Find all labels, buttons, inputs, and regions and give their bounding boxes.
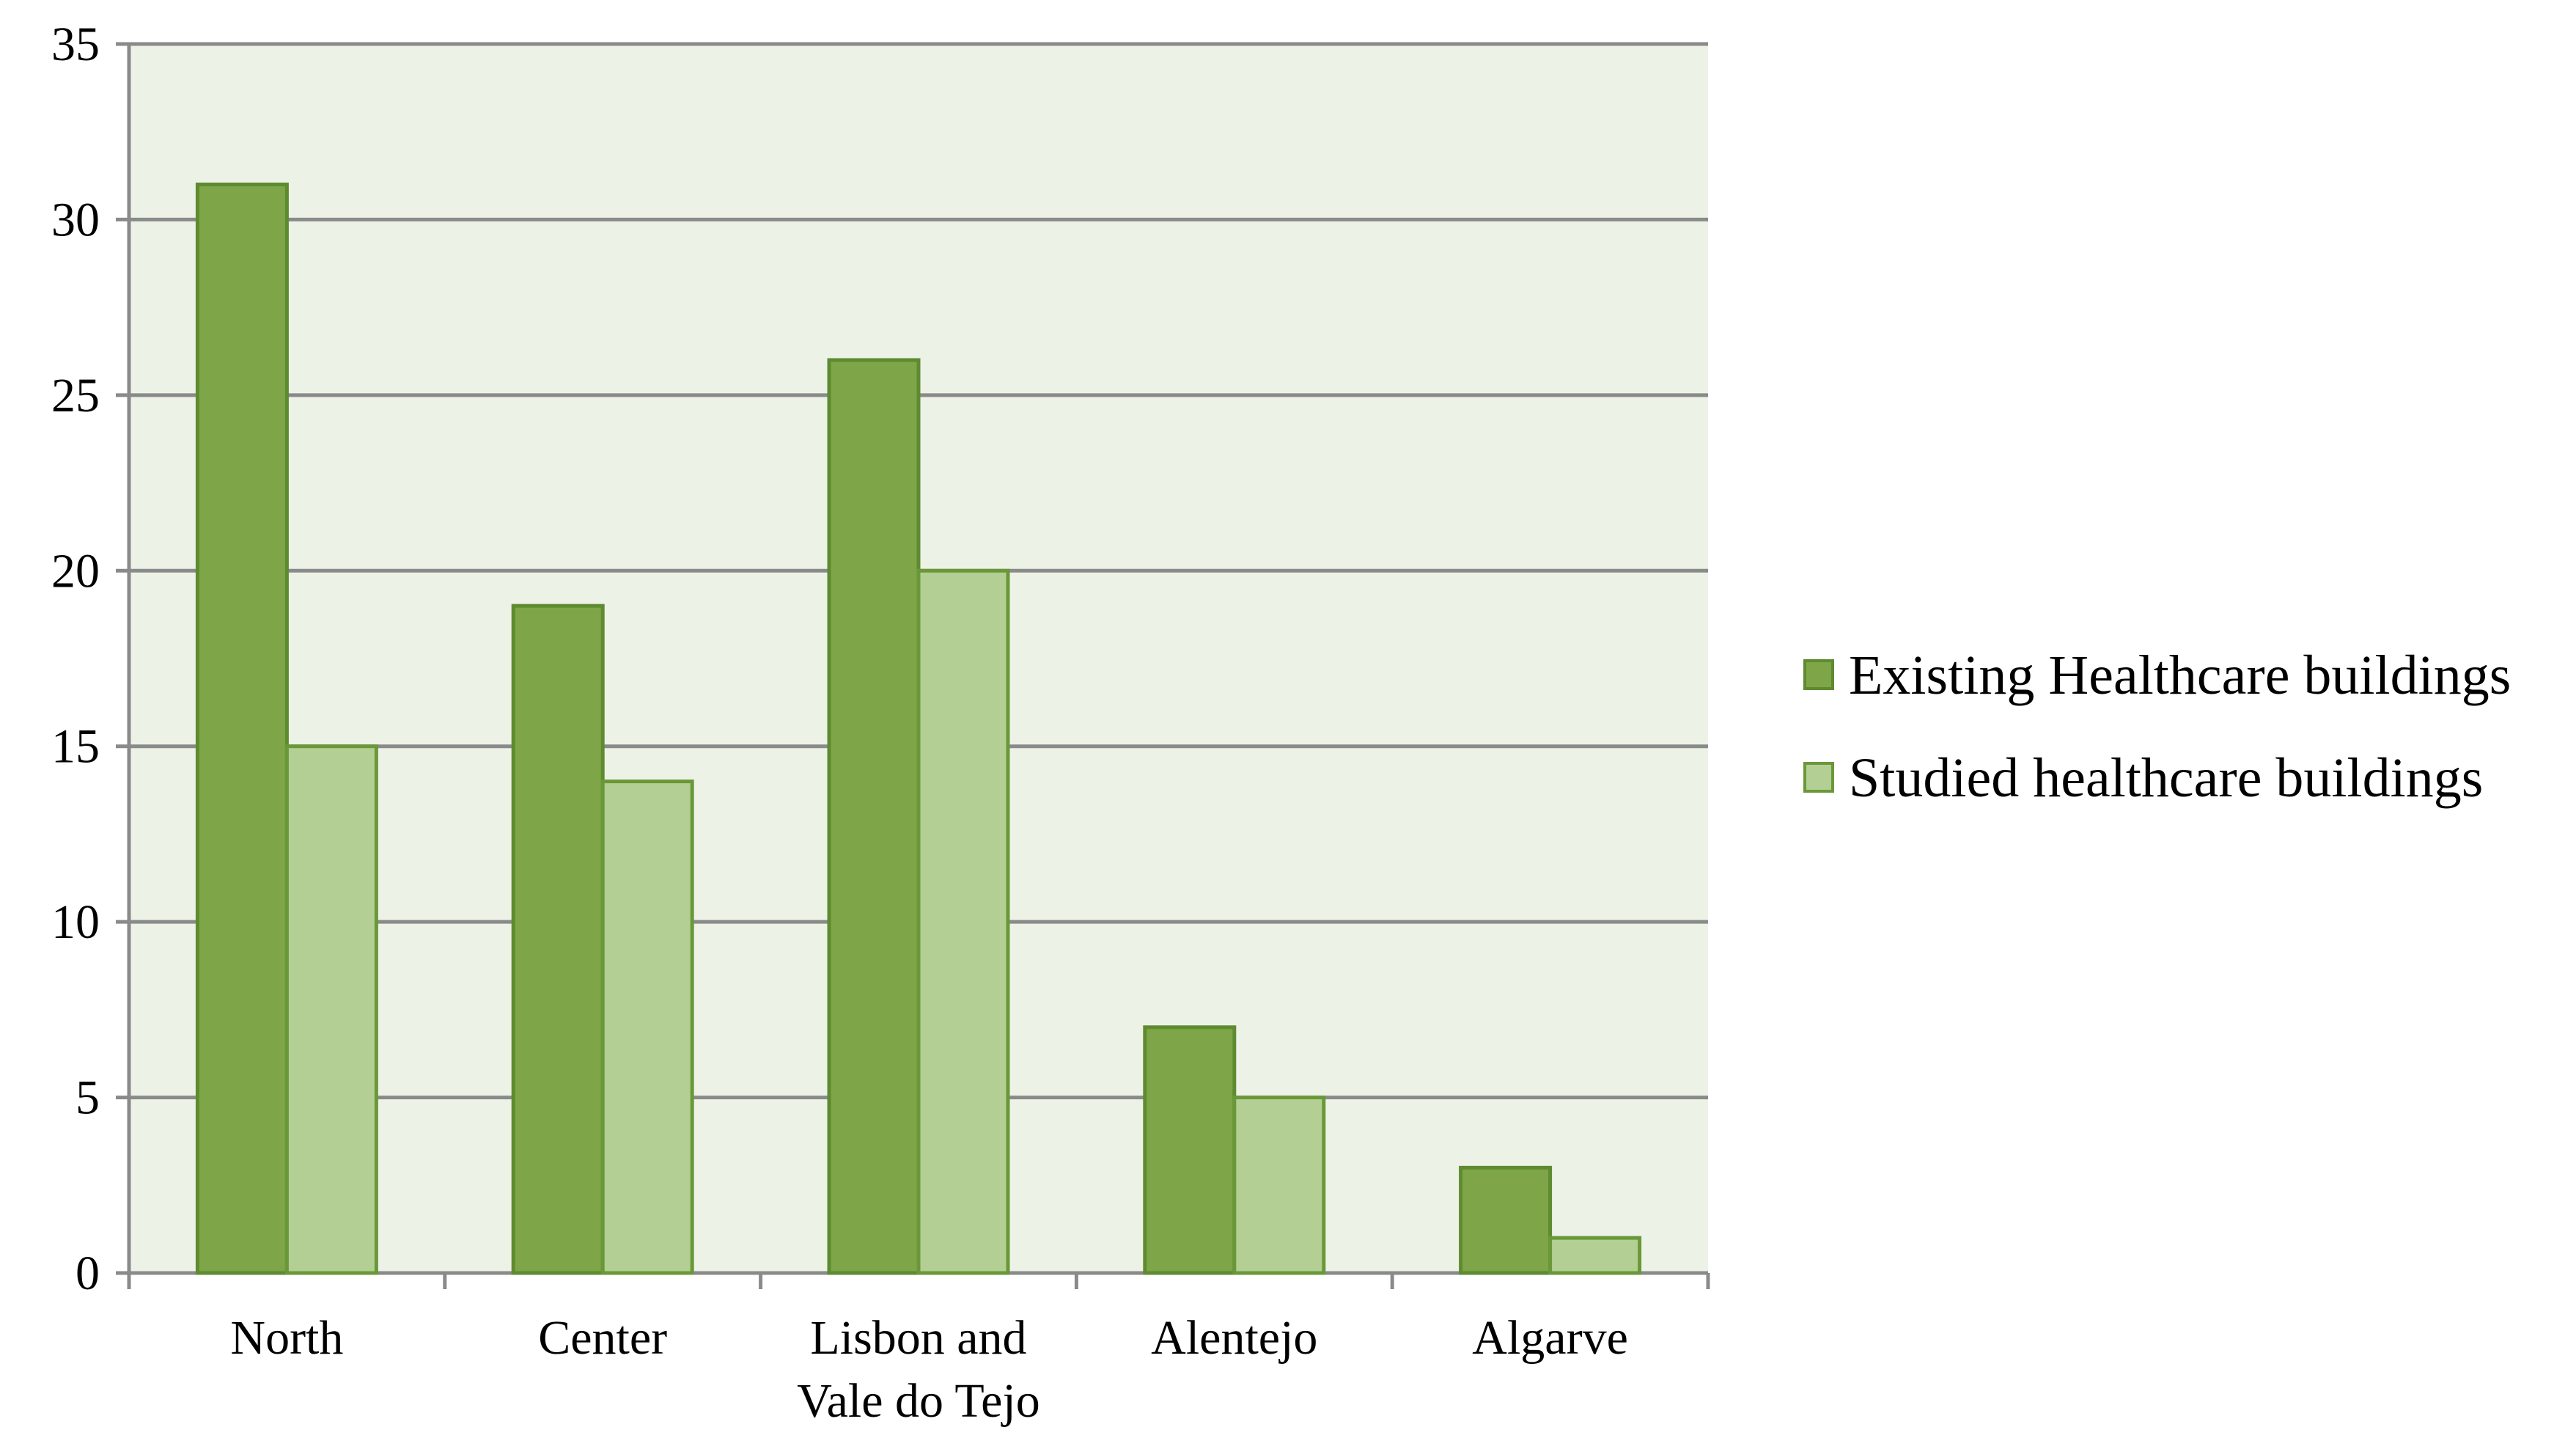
bars: [195, 183, 1642, 1275]
y-tick-label: 30: [51, 193, 100, 246]
legend-label: Studied healthcare buildings: [1849, 747, 2483, 809]
x-tick-label: Alentejo: [1151, 1311, 1317, 1365]
y-tick-label: 15: [51, 720, 100, 774]
x-tick-label: North: [230, 1311, 343, 1365]
y-tick-label: 25: [51, 369, 100, 422]
bar-series-2: [916, 568, 1010, 1275]
bar-series-2: [1548, 1236, 1642, 1275]
bar-series-2: [284, 744, 378, 1275]
x-tick-label: Algarve: [1472, 1311, 1628, 1365]
bar-series-1: [1459, 1165, 1553, 1275]
bar-series-1: [827, 358, 921, 1275]
legend-swatch: [1803, 762, 1834, 793]
x-tick-label: Vale do Tejo: [797, 1374, 1039, 1428]
x-tick-label: Lisbon and: [810, 1311, 1026, 1365]
x-tick-label: Center: [538, 1311, 667, 1365]
y-axis: 0 5 10 15 20 25 30 35: [51, 18, 131, 1300]
bar-series-1: [1143, 1025, 1237, 1275]
bar-series-2: [600, 779, 694, 1275]
bar-series-2: [1232, 1096, 1326, 1275]
bar-series-1: [511, 604, 605, 1275]
y-tick-label: 0: [76, 1247, 100, 1300]
y-tick-label: 20: [51, 544, 100, 598]
legend-swatch: [1803, 659, 1834, 690]
y-tick-label: 5: [76, 1071, 100, 1125]
y-tick-label: 35: [51, 18, 100, 71]
x-axis: North Center Lisbon and Vale do Tejo Alentej…: [127, 1271, 1710, 1428]
y-tick-label: 10: [51, 895, 100, 949]
legend-label: Existing Healthcare buildings: [1849, 645, 2511, 706]
legend: Existing Healthcare buildings Studied hea…: [1803, 645, 2511, 809]
bar-series-1: [195, 183, 289, 1275]
